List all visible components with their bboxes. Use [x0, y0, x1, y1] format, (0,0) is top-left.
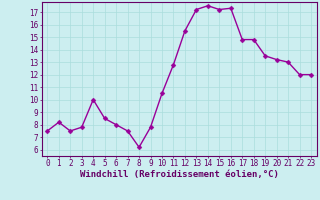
- X-axis label: Windchill (Refroidissement éolien,°C): Windchill (Refroidissement éolien,°C): [80, 170, 279, 179]
